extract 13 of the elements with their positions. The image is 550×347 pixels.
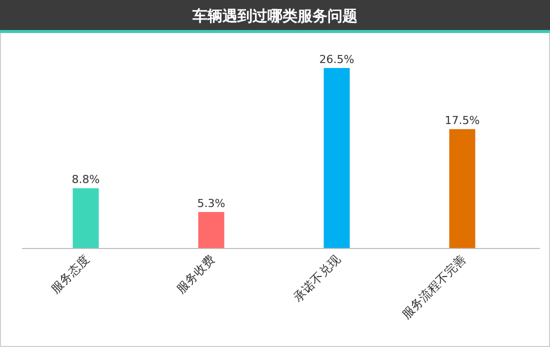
data-label: 17.5% xyxy=(444,114,480,128)
x-tick-label: 承诺不兑现 xyxy=(290,252,343,305)
data-label: 26.5% xyxy=(319,53,354,66)
x-tick-label: 服务收费 xyxy=(174,252,218,296)
chart-title: 车辆遇到过哪类服务问题 xyxy=(192,7,358,25)
bar xyxy=(324,68,350,248)
bar xyxy=(198,212,224,248)
x-tick-label: 服务流程不完善 xyxy=(399,252,468,322)
data-label: 5.3% xyxy=(197,197,226,210)
bar xyxy=(449,129,476,248)
x-tick-label: 服务态度 xyxy=(48,252,92,296)
data-label: 8.8% xyxy=(72,173,100,186)
bar xyxy=(72,188,99,248)
